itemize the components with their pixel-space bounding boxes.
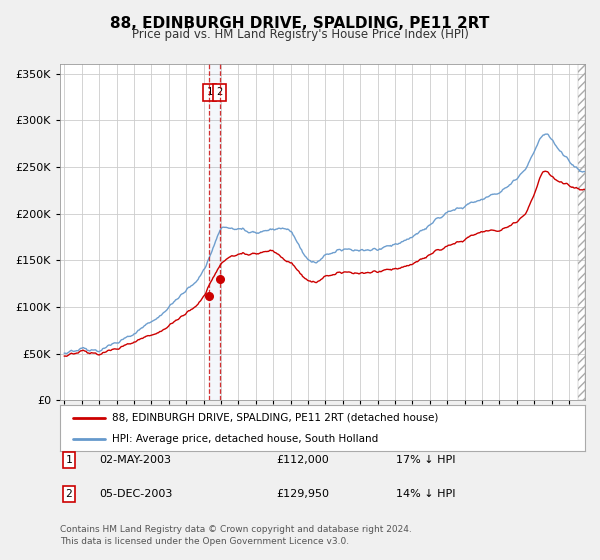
Text: 02-MAY-2003: 02-MAY-2003	[99, 455, 171, 465]
Text: 88, EDINBURGH DRIVE, SPALDING, PE11 2RT (detached house): 88, EDINBURGH DRIVE, SPALDING, PE11 2RT …	[113, 413, 439, 423]
Text: 2: 2	[217, 87, 223, 97]
Text: HPI: Average price, detached house, South Holland: HPI: Average price, detached house, Sout…	[113, 435, 379, 444]
Text: Price paid vs. HM Land Registry's House Price Index (HPI): Price paid vs. HM Land Registry's House …	[131, 28, 469, 41]
Text: 2: 2	[65, 489, 73, 499]
Text: 1: 1	[206, 87, 212, 97]
Text: Contains HM Land Registry data © Crown copyright and database right 2024.
This d: Contains HM Land Registry data © Crown c…	[60, 525, 412, 546]
Text: £129,950: £129,950	[276, 489, 329, 499]
Text: 1: 1	[65, 455, 73, 465]
Bar	[578, 64, 585, 400]
Text: 17% ↓ HPI: 17% ↓ HPI	[396, 455, 455, 465]
Text: 14% ↓ HPI: 14% ↓ HPI	[396, 489, 455, 499]
Text: £112,000: £112,000	[276, 455, 329, 465]
Text: 05-DEC-2003: 05-DEC-2003	[99, 489, 172, 499]
Bar	[209, 64, 220, 400]
Text: 88, EDINBURGH DRIVE, SPALDING, PE11 2RT: 88, EDINBURGH DRIVE, SPALDING, PE11 2RT	[110, 16, 490, 31]
